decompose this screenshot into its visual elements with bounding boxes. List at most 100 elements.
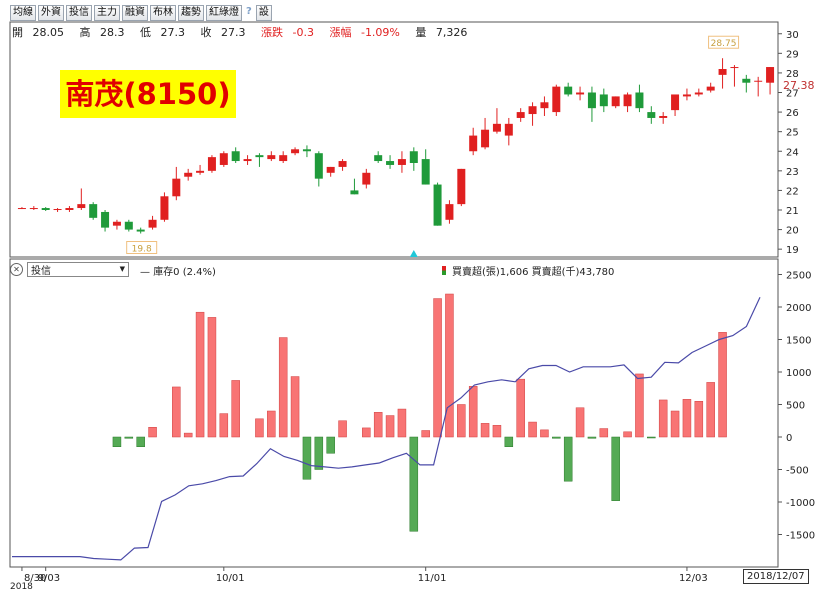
candle-body [457, 168, 466, 205]
open-value: 28.05 [32, 26, 65, 39]
pct-value: -1.09% [360, 26, 400, 39]
flow-bar [278, 337, 288, 438]
toolbar-button-7[interactable]: 紅綠燈 [206, 5, 242, 21]
candle-body [326, 166, 335, 173]
candle-body [576, 92, 585, 95]
candle-body [611, 96, 620, 107]
flow-bar [302, 436, 312, 480]
help-icon[interactable]: ? [246, 6, 252, 17]
close-icon[interactable]: ✕ [10, 262, 23, 276]
toolbar-button-4[interactable]: 融資 [122, 5, 148, 21]
candle-body [469, 135, 478, 152]
change-value: -0.3 [292, 26, 314, 39]
candle-body [564, 86, 573, 95]
candle-body [647, 112, 656, 118]
last-price-label: 27.38 [783, 79, 815, 92]
flow-bar [457, 404, 466, 438]
ind-ytick-label: 0 [786, 433, 792, 444]
flow-bar [385, 415, 395, 438]
toolbar-button-6[interactable]: 趨勢 [178, 5, 204, 21]
xtick-label: 8/30 [24, 573, 46, 584]
open-quote: 開 28.05 [12, 26, 70, 39]
candle-body [196, 170, 205, 173]
candle-body [136, 229, 145, 232]
ind-ytick-label: -1000 [786, 498, 815, 509]
candle-body [718, 69, 727, 75]
ind-ytick-label: 1000 [786, 368, 811, 379]
flow-bar [670, 410, 680, 438]
flow-bar [267, 410, 276, 438]
candle-body [65, 208, 74, 210]
ind-ytick-label: 2000 [786, 303, 811, 314]
candle-body [350, 190, 359, 195]
flow-bar [314, 436, 324, 470]
candle-body [409, 151, 418, 163]
flow-bar [623, 431, 632, 438]
price-ytick-label: 30 [786, 30, 799, 41]
flow-bar [326, 436, 335, 454]
toolbar-button-0[interactable]: 均線 [10, 5, 36, 21]
flow-bar [255, 418, 264, 438]
stock-title: 南茂(8150) [60, 70, 236, 118]
toolbar-button-5[interactable]: 布林 [150, 5, 176, 21]
toolbar-button-2[interactable]: 投信 [66, 5, 92, 21]
low-annotation-box [126, 241, 158, 254]
candle-body [742, 78, 751, 83]
price-ytick-label: 27 [786, 89, 799, 100]
price-panel-frame [9, 21, 779, 258]
flow-bar [563, 436, 573, 482]
indicator-panel-frame [9, 258, 779, 568]
flow-bar [172, 386, 181, 438]
candle-body [587, 92, 596, 109]
close-label: 收 [200, 26, 212, 39]
candle-body [338, 161, 347, 167]
candle-body [148, 219, 157, 228]
candle-body [481, 129, 490, 148]
flow-bar [682, 399, 692, 438]
settings-button[interactable]: 設 [255, 5, 272, 21]
candle-body [17, 208, 26, 210]
candle-body [184, 172, 193, 177]
candle-body [682, 94, 691, 97]
ind-ytick-label: -500 [786, 466, 809, 477]
flow-bar [136, 436, 145, 447]
volume-quote: 量 7,326 [415, 26, 473, 39]
low-annotation: 19.8 [132, 245, 152, 255]
close-value: 27.3 [221, 26, 246, 39]
flow-bar [480, 423, 490, 438]
candle-body [659, 116, 668, 118]
high-quote: 高 28.3 [80, 26, 131, 39]
bar-legend-text: 買賣超(張)1,606 買賣超(千)43,780 [452, 267, 615, 278]
candle-body [671, 94, 680, 111]
flow-bar [468, 386, 478, 438]
flow-bar [124, 436, 134, 439]
price-ytick-label: 20 [786, 226, 799, 237]
indicator-select[interactable]: 投信 ▼ [27, 261, 129, 277]
flow-bar [338, 420, 347, 438]
toolbar-button-3[interactable]: 主力 [94, 5, 120, 21]
xtick-label: 10/01 [216, 573, 245, 584]
candle-body [124, 221, 133, 230]
toolbar-button-1[interactable]: 外資 [38, 5, 64, 21]
candle-body [231, 151, 240, 162]
xtick-label: 12/03 [679, 573, 708, 584]
candle-body [397, 159, 406, 165]
change-quote: 漲跌 -0.3 [261, 26, 320, 39]
candle-body [41, 208, 50, 210]
candle-body [445, 204, 454, 220]
candle-body [433, 184, 442, 226]
candle-body [77, 204, 86, 209]
flow-bar [421, 430, 430, 438]
flow-bar [694, 401, 704, 438]
quote-bar: 開 28.05 高 28.3 低 27.3 收 27.3 漲跌 -0.3 漲幅 … [12, 24, 479, 40]
candle-body [243, 159, 252, 162]
indicator-header: ✕ 投信 ▼ [10, 261, 129, 277]
change-label: 漲跌 [261, 26, 283, 39]
high-annotation: 28.75 [711, 39, 737, 49]
candle-body [540, 102, 549, 109]
candle-body [29, 208, 38, 210]
flow-bar [362, 427, 371, 438]
candle-body [694, 92, 703, 95]
candle-body [730, 67, 739, 69]
high-annotation-box [708, 35, 740, 49]
